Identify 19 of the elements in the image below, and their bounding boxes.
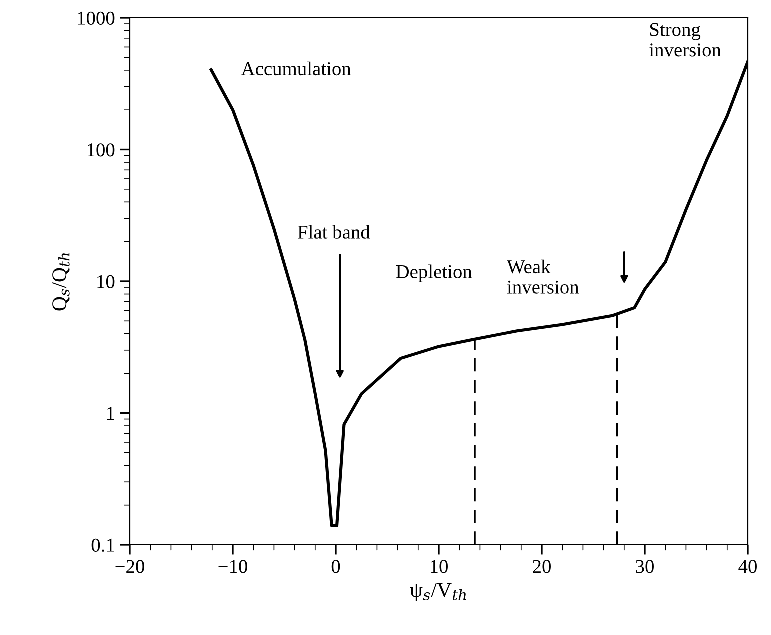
x-tick-label: 40 [738,560,757,574]
y-tick-label: 0.1 [92,538,114,552]
y-tick-label: 10 [98,275,115,288]
y-tick-label: 1000 [78,12,115,25]
annotation: Depletion [396,264,472,282]
y-axis-title: Q$_{s}$/Q$_{th}$ [52,253,70,311]
y-tick-label: 1 [107,407,114,420]
annotation: Flat band [298,225,370,239]
x-axis-title: ψ$_{s}$/V$_{th}$ [410,583,466,602]
x-tick-label: −20 [116,560,144,574]
annotation: Accumulation [241,62,352,76]
y-tick-label: 100 [88,144,115,157]
x-tick-label: −10 [218,560,248,574]
x-tick-label: 10 [430,560,448,574]
x-tick-label: 0 [332,560,340,574]
x-tick-label: 20 [533,560,551,574]
x-tick-label: 30 [636,560,654,574]
annotation: Weak inversion [507,260,580,294]
annotation: Strong inversion [650,23,722,57]
